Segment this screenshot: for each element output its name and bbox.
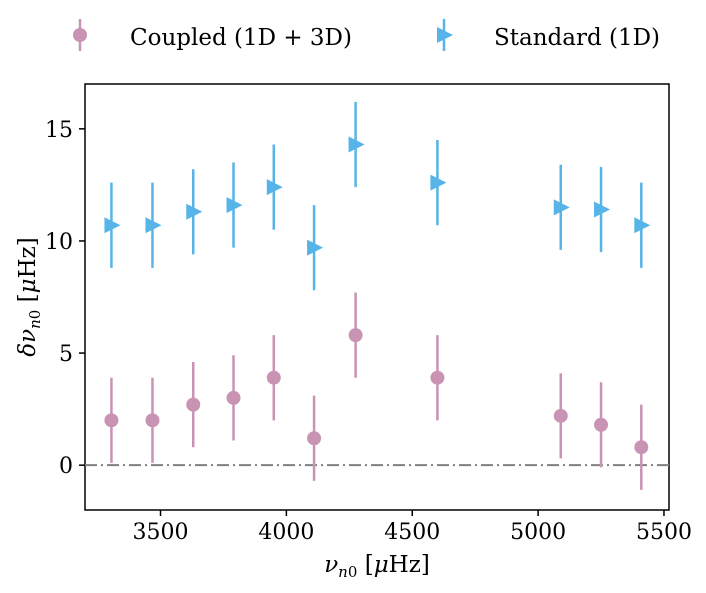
data-point — [634, 217, 651, 234]
legend-coupled-marker — [73, 28, 87, 42]
data-point — [266, 179, 283, 196]
y-axis-ticks: 0 5 10 15 — [45, 118, 85, 479]
data-point — [348, 136, 365, 153]
data-point — [186, 203, 203, 220]
x-axis-label: νn0 [μHz] — [324, 552, 430, 581]
y-tick-label: 5 — [59, 342, 73, 367]
plot-area — [84, 83, 670, 511]
x-tick-label: 5000 — [510, 520, 566, 545]
y-tick-label: 0 — [59, 454, 73, 479]
data-point — [430, 370, 445, 385]
x-tick-label: 3500 — [133, 520, 189, 545]
series-standard — [104, 101, 651, 291]
data-point — [348, 328, 363, 343]
series-layer — [104, 101, 651, 490]
data-point — [145, 217, 162, 234]
data-point — [553, 199, 570, 216]
series-coupled — [104, 292, 649, 490]
x-tick-label: 4000 — [258, 520, 314, 545]
data-point — [634, 440, 649, 455]
data-point — [307, 239, 324, 256]
data-point — [266, 370, 281, 385]
data-point — [104, 413, 119, 428]
x-axis-ticks: 3500 4000 4500 5000 5500 — [133, 510, 692, 545]
data-point — [226, 197, 243, 214]
legend-standard-label: Standard (1D) — [494, 25, 660, 51]
x-tick-label: 5500 — [636, 520, 692, 545]
data-point — [307, 431, 322, 446]
data-point — [145, 413, 160, 428]
y-tick-label: 15 — [45, 118, 73, 143]
data-point — [186, 397, 201, 412]
x-tick-label: 4500 — [384, 520, 440, 545]
y-tick-label: 10 — [45, 230, 73, 255]
data-point — [430, 174, 447, 191]
data-point — [226, 390, 241, 405]
legend: Coupled (1D + 3D) Standard (1D) — [73, 19, 660, 51]
data-point — [553, 408, 568, 423]
legend-standard-marker — [437, 27, 453, 43]
data-point — [594, 417, 609, 432]
legend-coupled-label: Coupled (1D + 3D) — [130, 25, 352, 51]
data-point — [104, 217, 121, 234]
data-point — [594, 201, 611, 218]
y-axis-label: δνn0 [μHz] — [15, 237, 44, 356]
